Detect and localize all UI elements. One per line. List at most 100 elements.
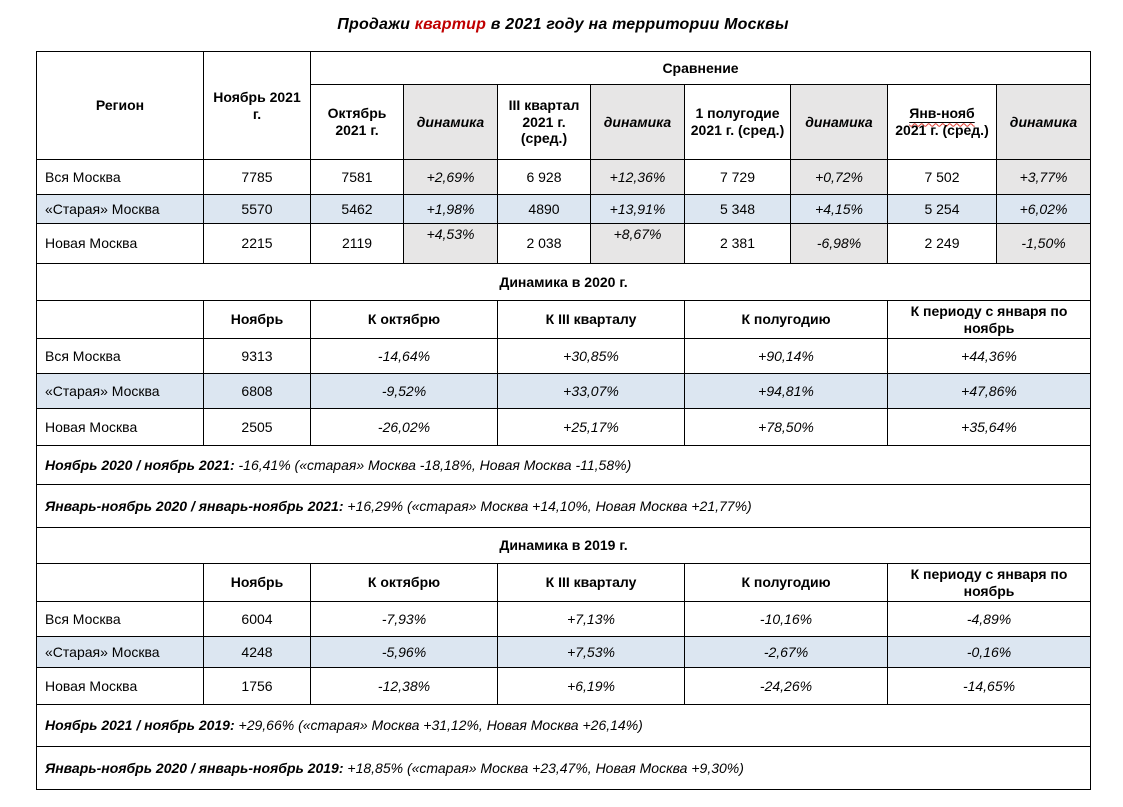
region-cell: «Старая» Москва <box>36 373 204 410</box>
dynamics-cell: +2,69% <box>403 159 498 195</box>
note-label: Ноябрь 2021 / ноябрь 2019: <box>45 717 235 734</box>
section-title: Динамика в 2020 г. <box>35 263 1092 301</box>
dynamics-cell: +6,02% <box>995 194 1092 224</box>
jan-nov-rest: 2021 г. (сред.) <box>895 122 989 138</box>
table-row-all-moscow-2021: Вся Москва 7785 7581 +2,69% 6 928 +12,36… <box>36 159 1092 195</box>
value-cell: 7 729 <box>684 159 791 195</box>
empty-header-cell <box>36 563 204 603</box>
column-header-q3-2021: III квартал 2021 г. (сред.) <box>497 84 591 160</box>
column-header-vs-jan-nov: К периоду с января по ноябрь <box>886 299 1092 340</box>
column-header-dynamics-1: динамика <box>403 84 498 160</box>
value-cell: 7 502 <box>887 159 997 195</box>
note-row-nov-2020-vs-2021: Ноябрь 2020 / ноябрь 2021: -16,41% («ста… <box>35 445 1092 486</box>
dynamics-cell: +13,91% <box>590 194 685 224</box>
dynamics-cell: -0,16% <box>886 636 1092 669</box>
table-row-new-moscow-2019: Новая Москва 1756 -12,38% +6,19% -24,26%… <box>36 667 1092 706</box>
note-label: Ноябрь 2020 / ноябрь 2021: <box>45 456 235 473</box>
dynamics-cell: +33,07% <box>497 373 685 410</box>
value-cell: 6808 <box>203 373 311 410</box>
note-row-jan-nov-2020-vs-2019: Январь-ноябрь 2020 / январь-ноябрь 2019:… <box>35 746 1092 791</box>
value-cell: 5462 <box>310 194 404 224</box>
dynamics-cell: +7,13% <box>497 601 685 638</box>
dynamics-cell: +4,53% <box>403 223 498 264</box>
value-cell: 4248 <box>203 636 311 669</box>
note-text: -16,41% («старая» Москва -18,18%, Новая … <box>234 456 632 473</box>
table-row-new-moscow-2020: Новая Москва 2505 -26,02% +25,17% +78,50… <box>36 408 1092 447</box>
column-header-dynamics-4: динамика <box>995 84 1092 160</box>
dynamics-cell: +12,36% <box>590 159 685 195</box>
column-header-october-2021: Октябрь 2021 г. <box>310 84 404 160</box>
value-cell: 9313 <box>203 338 311 375</box>
value-cell: 2505 <box>203 408 311 447</box>
dynamics-cell: +35,64% <box>886 408 1092 447</box>
column-header-november-2021: Ноябрь 2021 г. <box>203 51 311 160</box>
header-row-1: Регион Ноябрь 2021 г. Сравнение <box>36 51 1092 160</box>
dynamics-cell: -1,50% <box>995 223 1092 264</box>
dynamics-cell: -14,64% <box>310 338 498 375</box>
header-row-2020: Ноябрь К октябрю К III кварталу К полуго… <box>36 299 1092 340</box>
value-cell: 2 381 <box>684 223 791 264</box>
value-cell: 2119 <box>310 223 404 264</box>
note-text: +16,29% («старая» Москва +14,10%, Новая … <box>343 497 752 514</box>
column-header-vs-october: К октябрю <box>310 299 498 340</box>
dynamics-cell: -7,93% <box>310 601 498 638</box>
value-cell: 7785 <box>203 159 311 195</box>
note-row-nov-2021-vs-2019: Ноябрь 2021 / ноябрь 2019: +29,66% («ста… <box>35 704 1092 748</box>
table-row-new-moscow-2021: Новая Москва 2215 2119 +4,53% 2 038 +8,6… <box>36 223 1092 264</box>
dynamics-cell: -9,52% <box>310 373 498 410</box>
region-cell: Вся Москва <box>36 338 204 375</box>
note-text-cell: Январь-ноябрь 2020 / январь-ноябрь 2019:… <box>35 746 1092 791</box>
dynamics-cell: +8,67% <box>590 223 685 264</box>
dynamics-cell: +78,50% <box>684 408 888 447</box>
value-cell: 1756 <box>203 667 311 706</box>
title-part1: Продажи <box>337 16 415 33</box>
title-part2: в 2021 году на территории Москвы <box>486 16 789 33</box>
dynamics-cell: -26,02% <box>310 408 498 447</box>
note-label: Январь-ноябрь 2020 / январь-ноябрь 2019: <box>45 759 344 776</box>
dynamics-cell: -4,89% <box>886 601 1092 638</box>
empty-header-cell <box>36 299 204 340</box>
value-cell: 2 249 <box>887 223 997 264</box>
dynamics-cell: -10,16% <box>684 601 888 638</box>
column-header-comparison: Сравнение <box>309 51 1092 85</box>
region-cell: Новая Москва <box>36 408 204 447</box>
dynamics-cell: +90,14% <box>684 338 888 375</box>
region-cell: «Старая» Москва <box>36 194 204 224</box>
section-title: Динамика в 2019 г. <box>35 527 1092 565</box>
dynamics-cell: +4,15% <box>790 194 888 224</box>
region-cell: Новая Москва <box>36 223 204 264</box>
column-header-dynamics-2: динамика <box>590 84 685 160</box>
value-cell: 5 348 <box>684 194 791 224</box>
dynamics-cell: +3,77% <box>995 159 1092 195</box>
column-header-november: Ноябрь <box>203 299 311 340</box>
section-header-2020: Динамика в 2020 г. <box>35 263 1092 301</box>
column-header-vs-half-year: К полугодию <box>684 563 888 603</box>
column-header-vs-q3: К III кварталу <box>497 299 685 340</box>
table-row-all-moscow-2019: Вся Москва 6004 -7,93% +7,13% -10,16% -4… <box>36 601 1092 638</box>
dynamics-cell: -14,65% <box>886 667 1092 706</box>
table-row-all-moscow-2020: Вся Москва 9313 -14,64% +30,85% +90,14% … <box>36 338 1092 375</box>
dynamics-cell: -6,98% <box>790 223 888 264</box>
jan-nov-underlined: Янв-нояб <box>909 105 975 122</box>
table-row-old-moscow-2019: «Старая» Москва 4248 -5,96% +7,53% -2,67… <box>36 636 1092 669</box>
table-row-old-moscow-2020: «Старая» Москва 6808 -9,52% +33,07% +94,… <box>36 373 1092 410</box>
note-text-cell: Январь-ноябрь 2020 / январь-ноябрь 2021:… <box>35 484 1092 529</box>
value-cell: 6 928 <box>497 159 591 195</box>
dynamics-cell: -5,96% <box>310 636 498 669</box>
header-row-2: Октябрь 2021 г. динамика III квартал 202… <box>37 84 1092 160</box>
region-cell: «Старая» Москва <box>36 636 204 669</box>
column-header-dynamics-3: динамика <box>790 84 888 160</box>
note-text-cell: Ноябрь 2020 / ноябрь 2021: -16,41% («ста… <box>35 445 1092 486</box>
dynamics-cell: +94,81% <box>684 373 888 410</box>
value-cell: 2215 <box>203 223 311 264</box>
value-cell: 2 038 <box>497 223 591 264</box>
dynamics-cell: -24,26% <box>684 667 888 706</box>
table-row-old-moscow-2021: «Старая» Москва 5570 5462 +1,98% 4890 +1… <box>36 194 1092 224</box>
section-header-2019: Динамика в 2019 г. <box>35 527 1092 565</box>
dynamics-cell: +7,53% <box>497 636 685 669</box>
dynamics-cell: +0,72% <box>790 159 888 195</box>
value-cell: 6004 <box>203 601 311 638</box>
page-title: Продажи квартир в 2021 году на территори… <box>36 16 1090 34</box>
note-label: Январь-ноябрь 2020 / январь-ноябрь 2021: <box>45 497 344 514</box>
